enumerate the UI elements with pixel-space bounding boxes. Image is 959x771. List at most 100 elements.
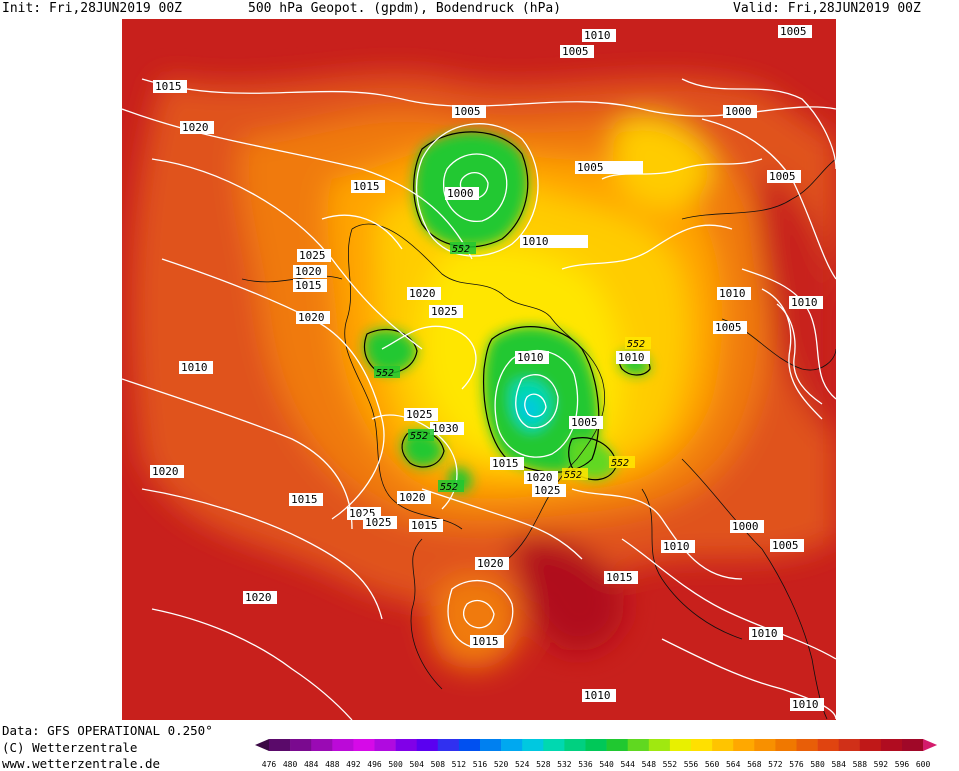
isobar-label: 1025 <box>534 484 561 497</box>
isobar-label: 1000 <box>732 520 759 533</box>
isobar-label: 1015 <box>155 80 182 93</box>
colorbar-tick-label: 548 <box>642 760 657 769</box>
header-bar: Init: Fri,28JUN2019 00Z 500 hPa Geopot. … <box>0 0 959 20</box>
isobar-label: 1020 <box>399 491 426 504</box>
isobar-label: 1020 <box>245 591 272 604</box>
isobar-label: 1015 <box>492 457 519 470</box>
colorbar-tick-label: 580 <box>810 760 825 769</box>
colorbar-tick-label: 480 <box>283 760 298 769</box>
colorbar-swatch <box>564 739 586 751</box>
geopot-labels: 552 552 552 552 552 552 552 <box>374 242 651 493</box>
isobar-label: 1015 <box>353 180 380 193</box>
colorbar-swatch <box>585 739 607 751</box>
isobar-label: 1010 <box>719 287 746 300</box>
isobar-labels: 1010 1005 1005 1015 1020 1005 1000 1015 … <box>150 25 824 711</box>
colorbar-swatch <box>669 739 692 751</box>
valid-time: Valid: Fri,28JUN2019 00Z <box>733 1 921 16</box>
isobar-label: 1020 <box>298 311 325 324</box>
isobar-label: 1005 <box>454 105 481 118</box>
isobar-label: 1015 <box>472 635 499 648</box>
colorbar-tick-label: 508 <box>431 760 446 769</box>
colorbar-swatch <box>374 739 396 751</box>
colorbar-swatch <box>817 739 839 751</box>
geopot-label: 552 <box>376 368 394 379</box>
isobar-label: 1005 <box>562 45 589 58</box>
colorbar: 476 480 484 488 492 496 500 504 508 512 516 520 524 5… <box>255 739 938 769</box>
isobar-label: 1025 <box>365 516 392 529</box>
isobar-label: 1025 <box>406 408 433 421</box>
geopot-label: 552 <box>564 470 582 481</box>
isobar-label: 1010 <box>517 351 544 364</box>
colorbar-labels: 476 480 484 488 492 496 500 504 508 512 516 520 524 5… <box>262 760 931 769</box>
colorbar-tick-label: 488 <box>325 760 340 769</box>
isobar-label: 1010 <box>618 351 645 364</box>
isobar-label: 1010 <box>792 698 819 711</box>
isobar-label: 1010 <box>584 29 611 42</box>
isobar-label: 1010 <box>791 296 818 309</box>
colorbar-swatch <box>353 739 375 751</box>
isobar-label: 1010 <box>663 540 690 553</box>
isobar-label: 1005 <box>571 416 598 429</box>
colorbar-tick-label: 520 <box>494 760 509 769</box>
isobar-label: 1020 <box>295 265 322 278</box>
colorbar-tick-label: 512 <box>452 760 467 769</box>
map-title: 500 hPa Geopot. (gpdm), Bodendruck (hPa) <box>248 1 562 16</box>
colorbar-tick-label: 532 <box>557 760 572 769</box>
isobar-label: 1030 <box>432 422 459 435</box>
colorbar-tick-label: 572 <box>768 760 783 769</box>
colorbar-swatch <box>796 739 818 751</box>
colorbar-tick-label: 492 <box>346 760 361 769</box>
isobar-label: 1020 <box>409 287 436 300</box>
colorbar-swatch <box>712 739 734 751</box>
isobar-label: 1005 <box>577 161 604 174</box>
colorbar-tick-label: 540 <box>599 760 614 769</box>
geopot-label: 552 <box>627 339 645 350</box>
init-time: Init: Fri,28JUN2019 00Z <box>2 1 183 16</box>
colorbar-tick-label: 556 <box>684 760 699 769</box>
colorbar-tick-label: 536 <box>578 760 593 769</box>
isobar-label: 1000 <box>725 105 752 118</box>
colorbar-tick-label: 524 <box>515 760 530 769</box>
colorbar-swatches <box>255 739 938 751</box>
colorbar-swatch <box>332 739 354 751</box>
colorbar-swatch <box>480 739 502 751</box>
isobar-label: 1015 <box>291 493 318 506</box>
colorbar-tick-label: 564 <box>726 760 741 769</box>
geopot-label: 552 <box>452 244 470 255</box>
colorbar-tick-label: 484 <box>304 760 319 769</box>
colorbar-swatch <box>458 739 481 751</box>
isobar-label: 1020 <box>477 557 504 570</box>
colorbar-swatch <box>648 739 671 751</box>
colorbar-swatch <box>416 739 439 751</box>
coastlines <box>241 158 836 720</box>
colorbar-swatch <box>880 739 903 751</box>
isobar-label: 1025 <box>299 249 326 262</box>
geopotential-field <box>122 19 836 720</box>
colorbar-swatch <box>269 739 291 751</box>
isobar-label: 1020 <box>526 471 553 484</box>
geopot-label: 552 <box>410 431 428 442</box>
colorbar-swatch <box>627 739 650 751</box>
colorbar-tick-label: 560 <box>705 760 720 769</box>
colorbar-swatch <box>754 739 776 751</box>
isobar-label: 1010 <box>181 361 208 374</box>
isobar-label: 1005 <box>715 321 742 334</box>
colorbar-swatch <box>691 739 713 751</box>
isobar-label: 1005 <box>772 539 799 552</box>
colorbar-swatch <box>902 739 924 751</box>
colorbar-swatch <box>543 739 565 751</box>
colorbar-tick-label: 552 <box>663 760 678 769</box>
data-source: Data: GFS OPERATIONAL 0.250° <box>2 723 213 738</box>
colorbar-swatch <box>501 739 523 751</box>
colorbar-swatch <box>733 739 755 751</box>
isobar-label: 1000 <box>447 187 474 200</box>
isobar-label: 1005 <box>769 170 796 183</box>
isobar-label: 1015 <box>606 571 633 584</box>
isobar-label: 1015 <box>295 279 322 292</box>
geopot-label: 552 <box>440 482 458 493</box>
weather-map: 1010 1005 1005 1015 1020 1005 1000 1015 … <box>122 19 836 720</box>
geopot-label: 552 <box>611 458 629 469</box>
colorbar-tick-label: 596 <box>895 760 910 769</box>
colorbar-swatch <box>838 739 861 751</box>
colorbar-tick-label: 500 <box>388 760 403 769</box>
